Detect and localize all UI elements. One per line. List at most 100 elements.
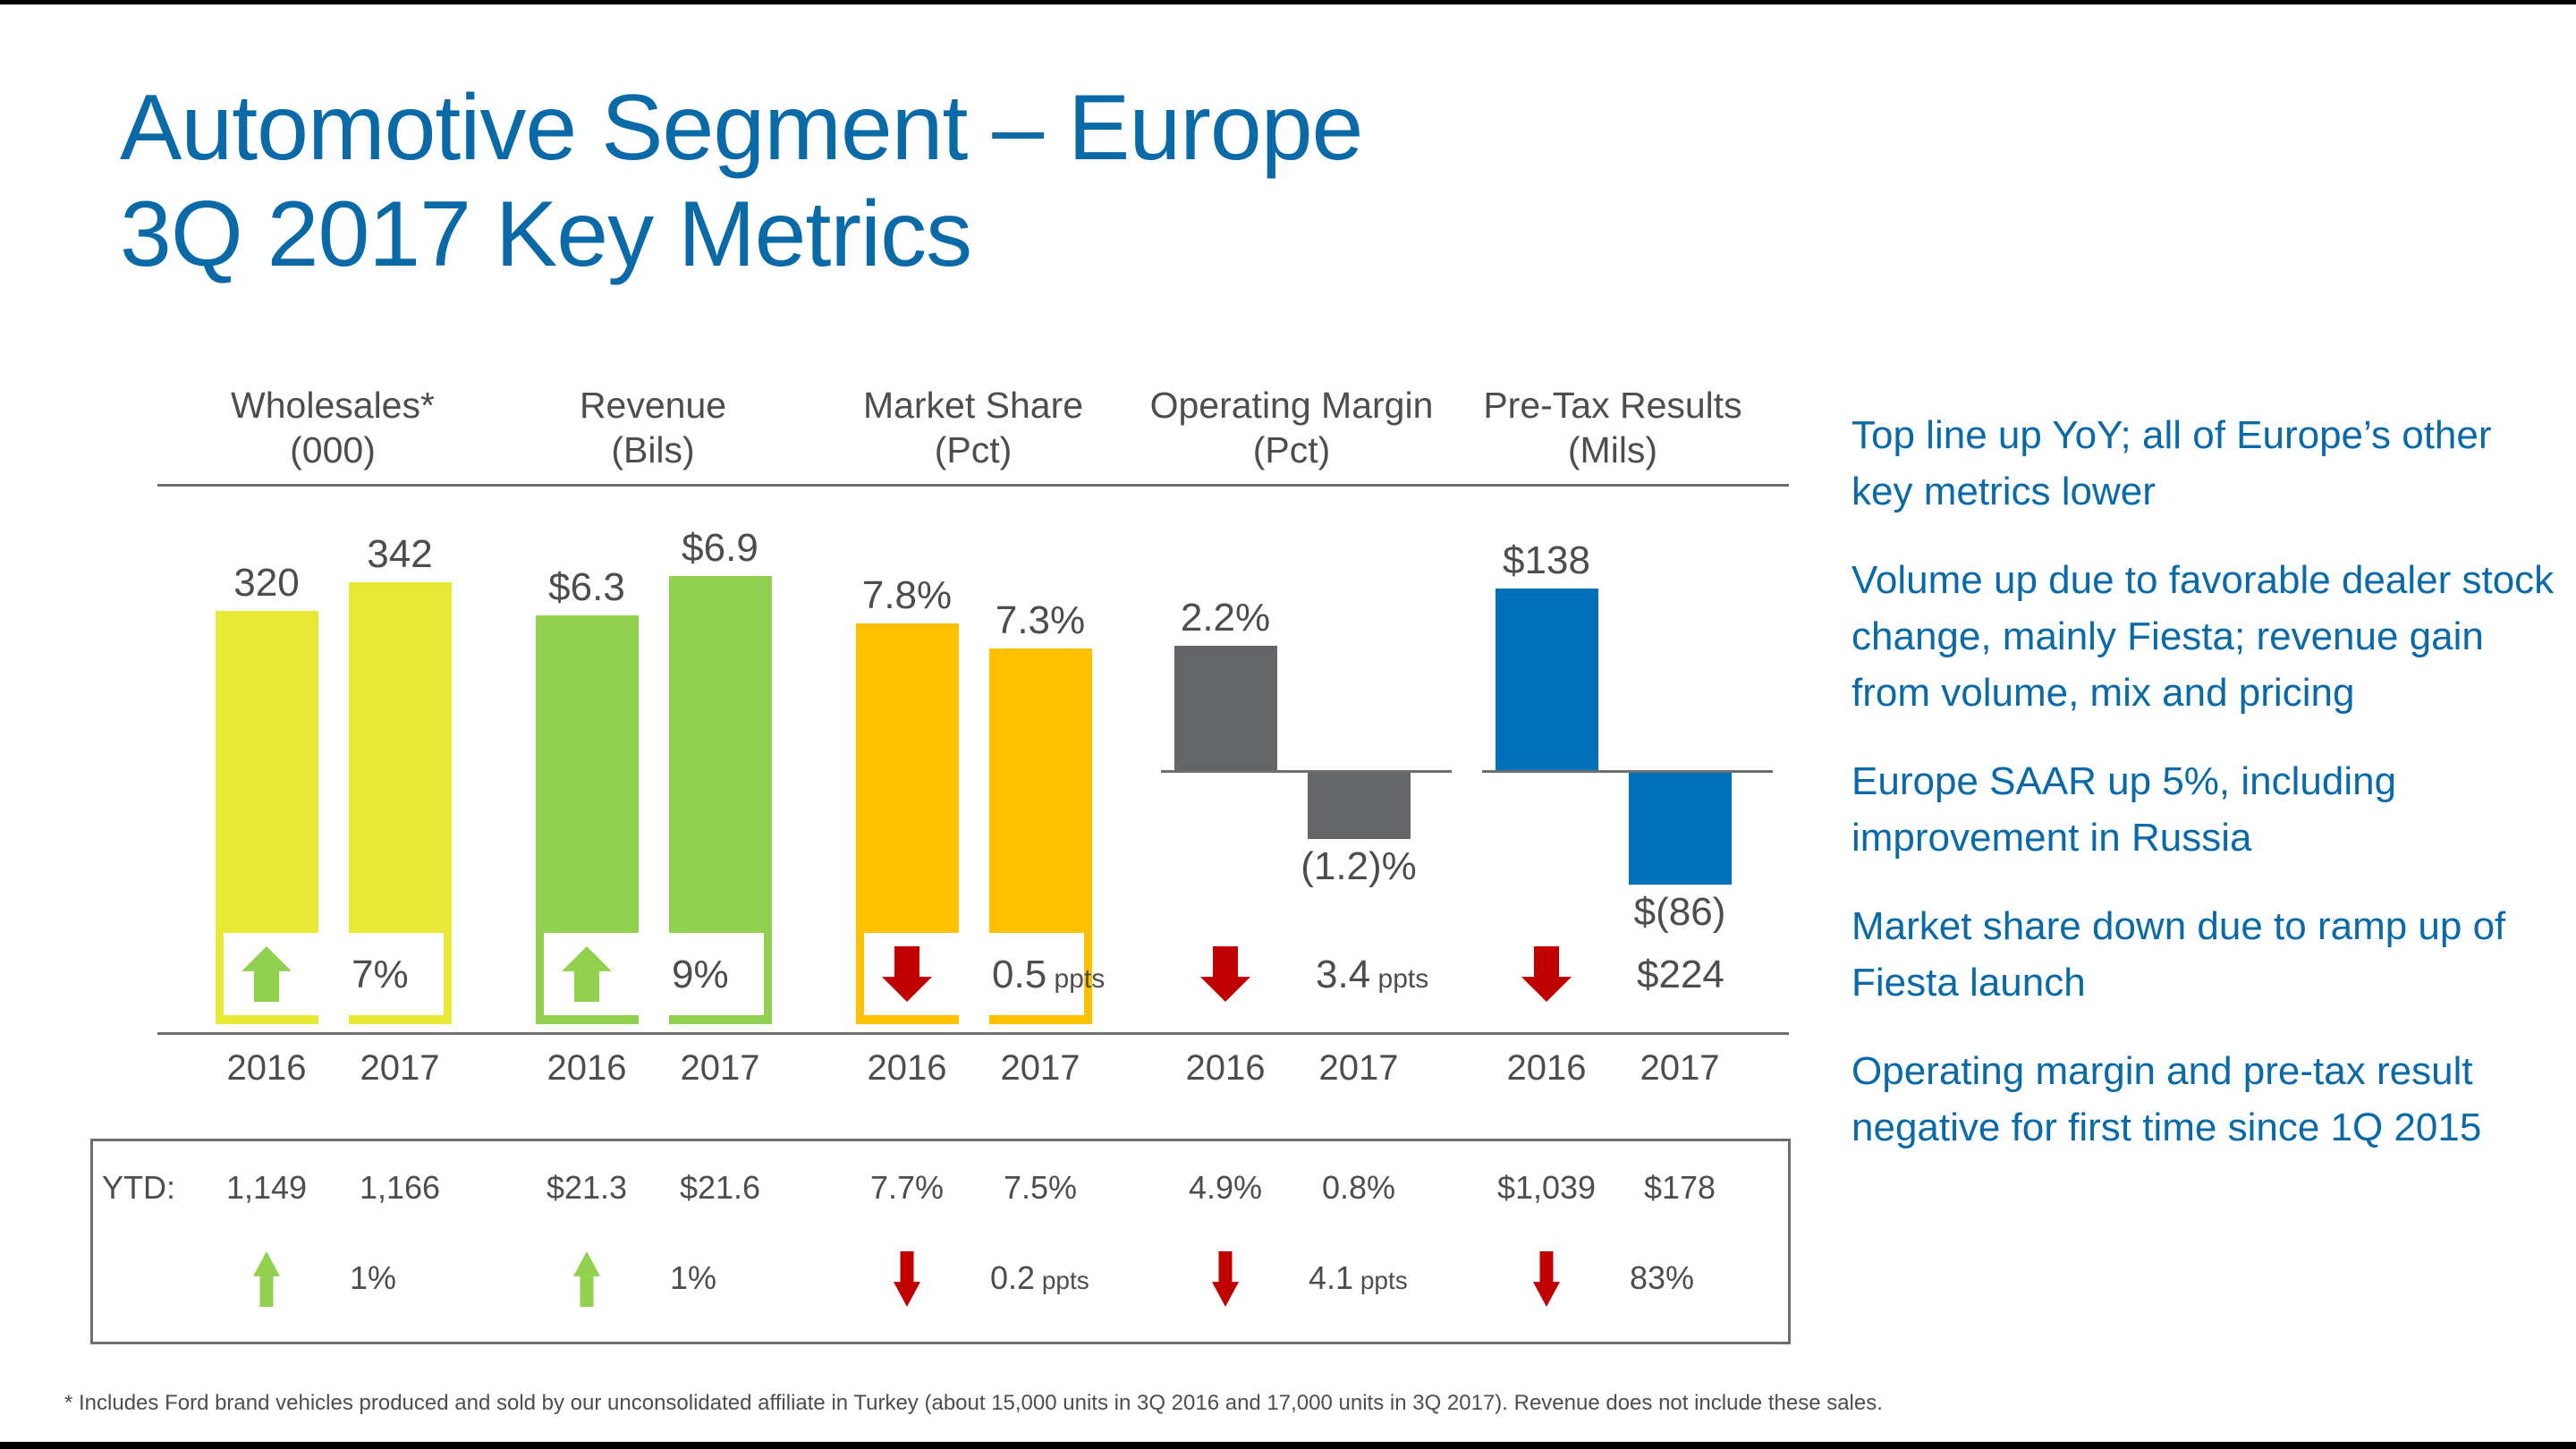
ytd-value: 1,149 <box>225 1169 308 1206</box>
metric-name: Revenue <box>579 385 727 426</box>
arrow-down-icon <box>1200 946 1250 1006</box>
ytd-value: 7.5% <box>1003 1169 1078 1206</box>
bullet: Europe SAAR up 5%, including improvement… <box>1852 759 2397 860</box>
arrow-down-icon <box>1533 1251 1560 1311</box>
year-label: 2017 <box>680 1048 760 1088</box>
ytd-box <box>90 1139 1791 1344</box>
ytd-change: 1% <box>350 1259 396 1297</box>
metric-name: Operating Margin <box>1149 385 1434 426</box>
change-number: 0.5 <box>992 953 1047 996</box>
bar-operating-margin-2017 <box>1308 771 1411 840</box>
metric-name: Market Share <box>862 385 1084 426</box>
page-title: Automotive Segment – Europe 3Q 2017 Key … <box>120 75 1363 288</box>
header-revenue: Revenue (Bils) <box>501 383 805 472</box>
year-label: 2016 <box>1185 1048 1266 1088</box>
metric-unit: (000) <box>290 429 376 470</box>
bottom-border <box>0 1442 2576 1449</box>
change-value: $224 <box>1637 953 1724 997</box>
zero-line <box>1482 770 1773 773</box>
ytd-value: 1,166 <box>359 1169 441 1206</box>
metric-unit: (Pct) <box>934 429 1013 470</box>
change-number: $224 <box>1637 953 1724 996</box>
change-number: 9% <box>672 953 729 996</box>
ytd-change-number: 1% <box>350 1259 397 1296</box>
ytd-value: 0.8% <box>1321 1169 1396 1206</box>
bar-operating-margin-2016 <box>1174 646 1277 771</box>
header-divider <box>157 484 1789 487</box>
year-label: 2016 <box>547 1048 627 1088</box>
change-number: 3.4 <box>1316 953 1371 996</box>
year-label: 2017 <box>1000 1048 1080 1088</box>
data-label: 7.3% <box>995 598 1086 643</box>
year-label: 2016 <box>1506 1048 1587 1088</box>
ytd-label: YTD: <box>102 1169 176 1206</box>
arrow-up-icon <box>253 1251 280 1311</box>
ytd-change: 4.1 ppts <box>1309 1259 1408 1300</box>
metric-name: Wholesales* <box>231 385 435 426</box>
metric-unit: (Mils) <box>1567 429 1658 470</box>
ytd-change-number: 1% <box>670 1259 717 1296</box>
ytd-change-unit: ppts <box>1035 1267 1089 1294</box>
title-line-2: 3Q 2017 Key Metrics <box>120 182 972 286</box>
data-label: 7.8% <box>861 572 953 617</box>
bullet: Operating margin and pre-tax result nega… <box>1852 1049 2482 1149</box>
bullet: Top line up YoY; all of Europe’s other k… <box>1852 413 2492 513</box>
footnote: * Includes Ford brand vehicles produced … <box>64 1391 1883 1415</box>
bullet: Market share down due to ramp up of Fies… <box>1852 904 2506 1004</box>
year-label: 2017 <box>1318 1048 1399 1088</box>
change-value: 0.5 ppts <box>992 953 1105 1002</box>
metric-name: Pre-Tax Results <box>1483 385 1742 426</box>
ytd-change-number: 4.1 <box>1309 1259 1354 1296</box>
arrow-down-icon <box>882 946 932 1006</box>
arrow-down-icon <box>894 1251 920 1311</box>
year-label: 2017 <box>1640 1048 1720 1088</box>
arrow-up-icon <box>242 946 292 1006</box>
data-label: $6.9 <box>682 526 758 571</box>
data-label: $(86) <box>1633 890 1726 935</box>
data-label: $6.3 <box>548 564 625 609</box>
change-value: 3.4 ppts <box>1316 953 1428 1002</box>
ytd-value: $21.3 <box>546 1169 628 1206</box>
year-label: 2017 <box>360 1048 440 1088</box>
zero-line <box>1161 770 1452 773</box>
commentary: Top line up YoY; all of Europe’s other k… <box>1852 407 2558 1188</box>
ytd-value: $21.6 <box>679 1169 761 1206</box>
bar-pre-tax-results-2017 <box>1629 771 1732 886</box>
ytd-change: 1% <box>670 1259 716 1297</box>
header-operating-margin: Operating Margin (Pct) <box>1140 383 1444 472</box>
change-value: 7% <box>352 953 409 997</box>
ytd-change-unit: ppts <box>1353 1267 1408 1294</box>
year-label: 2016 <box>867 1048 947 1088</box>
ytd-value: 7.7% <box>869 1169 945 1206</box>
data-label: 342 <box>367 531 433 576</box>
ytd-change: 0.2 ppts <box>990 1259 1089 1300</box>
metric-unit: (Pct) <box>1252 429 1331 470</box>
ytd-change-number: 83% <box>1630 1259 1695 1296</box>
change-unit: ppts <box>1046 964 1106 994</box>
data-label: 320 <box>233 560 300 605</box>
bullet: Volume up due to favorable dealer stock … <box>1852 558 2555 715</box>
arrow-up-icon <box>562 946 612 1006</box>
ytd-value: $1,039 <box>1496 1169 1597 1206</box>
ytd-value: $178 <box>1643 1169 1716 1206</box>
ytd-change-number: 0.2 <box>990 1259 1036 1296</box>
data-label: $138 <box>1503 538 1590 582</box>
year-label: 2016 <box>226 1048 307 1088</box>
title-line-1: Automotive Segment – Europe <box>120 76 1363 180</box>
data-label: (1.2)% <box>1301 844 1417 889</box>
top-border <box>0 0 2576 4</box>
data-label: 2.2% <box>1180 596 1271 640</box>
change-value: 9% <box>672 953 729 997</box>
header-pre-tax-results: Pre-Tax Results (Mils) <box>1461 383 1765 472</box>
header-market-share: Market Share (Pct) <box>821 383 1125 472</box>
ytd-value: 4.9% <box>1188 1169 1263 1206</box>
arrow-up-icon <box>573 1251 600 1311</box>
ytd-change: 83% <box>1630 1259 1694 1297</box>
bar-pre-tax-results-2016 <box>1496 588 1598 771</box>
change-number: 7% <box>352 953 409 996</box>
arrow-down-icon <box>1521 946 1572 1006</box>
x-axis-line <box>157 1032 1789 1035</box>
arrow-down-icon <box>1212 1251 1239 1311</box>
change-unit: ppts <box>1370 964 1429 994</box>
header-wholesales: Wholesales* (000) <box>181 383 485 472</box>
